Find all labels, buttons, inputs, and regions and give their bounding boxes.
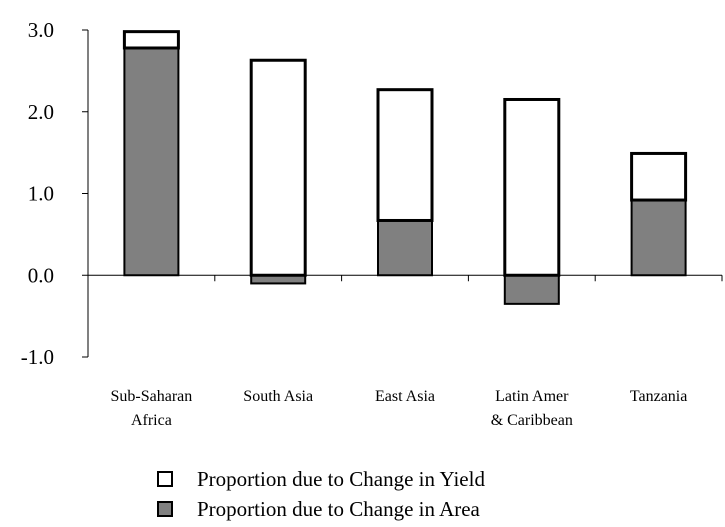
bar-yield [503,97,561,277]
bar-area [630,199,687,277]
legend-item-area: Proportion due to Change in Area [157,494,485,524]
bar-area [377,219,433,277]
bar-yield [122,30,180,50]
x-category-label: East Asia [375,388,435,405]
y-tick-label: 0.0 [28,263,54,287]
y-tick-label: -1.0 [21,345,54,369]
bar-yield [630,151,688,202]
y-tick-label: 2.0 [28,100,54,124]
x-category-label: Africa [131,412,172,429]
bar-area [123,46,180,277]
bar-yield [376,88,434,222]
legend: Proportion due to Change in Yield Propor… [157,464,485,524]
labels: 3.0 2.0 1.0 0.0 -1.0 Sub-Saharan Africa South A… [21,18,688,429]
legend-item-yield: Proportion due to Change in Yield [157,464,485,494]
legend-swatch-area [157,501,173,517]
x-category-label: Sub-Saharan [111,388,193,405]
y-tick-label: 3.0 [28,18,54,42]
x-category-label: Latin Amer [495,388,569,405]
x-category-label: & Caribbean [491,412,573,429]
x-category-label: Tanzania [630,388,688,405]
bar-yield [249,58,307,277]
legend-label-yield: Proportion due to Change in Yield [197,466,485,491]
legend-label-area: Proportion due to Change in Area [197,496,480,521]
bar-area [503,274,560,305]
x-category-label: South Asia [243,388,313,405]
legend-swatch-yield [157,471,173,487]
y-tick-label: 1.0 [28,182,54,206]
bars [122,30,688,305]
